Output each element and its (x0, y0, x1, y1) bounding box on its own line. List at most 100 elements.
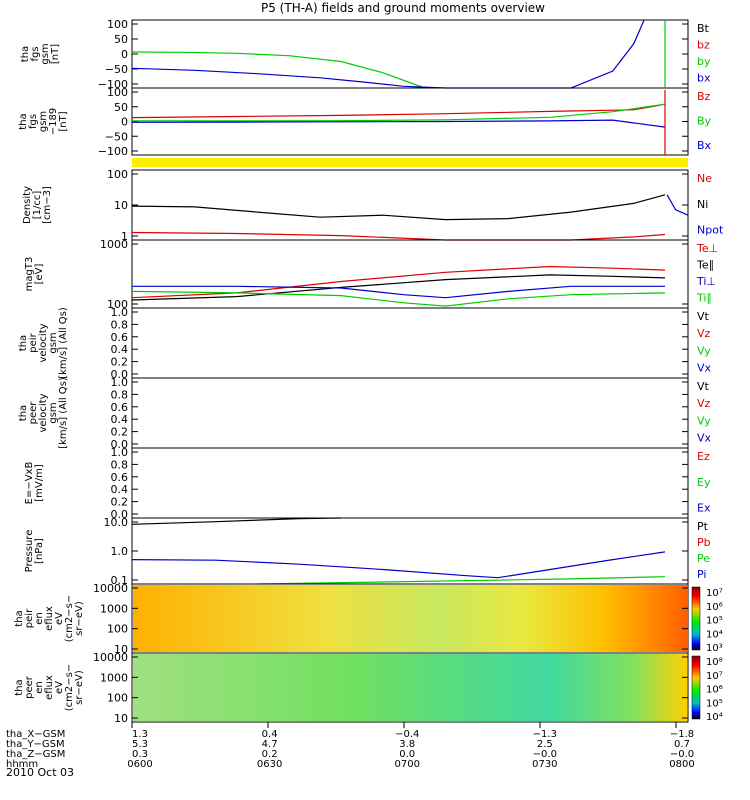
legend-entry-Vx: Vx (697, 432, 712, 445)
series-line-Bz (131, 103, 666, 119)
series-line-by (131, 51, 425, 89)
y-axis-label: eV (54, 681, 65, 694)
y-tick-label: 0.0 (111, 368, 129, 381)
y-tick-label: 0.8 (111, 388, 129, 401)
y-tick-label: 0.2 (111, 426, 129, 439)
legend-entry-bz: bz (697, 39, 710, 52)
y-axis-label: peir (24, 608, 35, 628)
y-tick-label: 10000 (93, 651, 128, 664)
y-axis-label: [km/s] (All Qs) (58, 377, 69, 449)
y-tick-label: 100 (107, 86, 128, 99)
x-tick-label: 0800 (669, 759, 694, 770)
x-tick-label: −0.4 (395, 729, 419, 740)
y-axis-label: tha (14, 679, 25, 695)
colorbar-tick-label: 10⁷ (706, 588, 723, 599)
y-tick-label: −50 (105, 130, 128, 143)
legend-entry-Vz: Vz (697, 327, 711, 340)
y-tick-label: 10 (114, 199, 128, 212)
y-axis-label: en (34, 681, 45, 694)
y-tick-label: 1.0 (111, 545, 129, 558)
panel-pressure: 10.0 1.0 0.1 Pressure [nPa] Pt Pb Pe Pi (24, 516, 711, 587)
panel-temperature: 1000 100 magT3 [eV] Te⊥ Te∥ Ti⊥ Ti∥ (24, 238, 718, 311)
y-tick-label: 100 (107, 298, 128, 311)
panel-frame (131, 377, 689, 449)
legend-entry-by: by (697, 55, 711, 68)
panel-peir_velocity: 1.00.80.60.40.20.0 tha peir velocity gsm [km/… (18, 306, 712, 381)
y-axis-label: eflux (44, 675, 55, 700)
y-tick-label: 1.0 (111, 306, 129, 319)
y-tick-label: 0.8 (111, 318, 129, 331)
panel-peer_spectrogram: 10⁸ 10⁷ 10⁶ 10⁵ 10⁴ 10000 1000 100 10 tha peer en ef… (14, 651, 723, 725)
spectrogram-image (133, 654, 687, 721)
y-tick-label: −100 (98, 78, 128, 91)
legend-entry-Bx: Bx (697, 139, 712, 152)
y-tick-label: 0 (121, 48, 128, 61)
y-tick-label: 1000 (100, 602, 128, 615)
legend-entry-Pb: Pb (697, 536, 711, 549)
legend-entry-Ey: Ey (697, 476, 711, 489)
y-axis-label: tha (18, 335, 29, 351)
series-line-Pe (257, 576, 666, 585)
colorbar-tick-label: 10⁶ (706, 685, 723, 696)
date-label: 2010 Oct 03 (6, 766, 74, 779)
y-axis-label: [cm−3] (42, 186, 53, 224)
series-line-Npot (666, 194, 689, 216)
x-tick-label: −0.0 (670, 749, 694, 760)
x-tick-label: 0630 (257, 759, 282, 770)
y-tick-label: 50 (114, 33, 128, 46)
y-axis-label: fgs (30, 46, 41, 61)
x-tick-label: 0600 (127, 759, 152, 770)
y-tick-label: 0.2 (111, 356, 129, 369)
legend-entry-By: By (697, 114, 712, 127)
panel-peir_spectrogram: 10⁷ 10⁶ 10⁵ 10⁴ 10³ 10000 1000 100 10 tha peir en ef… (14, 582, 723, 656)
legend-entry-Vy: Vy (697, 414, 711, 427)
figure-title: P5 (TH-A) fields and ground moments over… (261, 1, 545, 15)
y-tick-label: 1000 (100, 238, 128, 251)
legend-entry-Bt: Bt (697, 22, 710, 35)
y-axis-label: eV (54, 612, 65, 625)
legend-entry-Vx: Vx (697, 362, 712, 375)
x-tick-label: 0700 (394, 759, 419, 770)
series-line-Pt (131, 517, 342, 525)
legend-entry-Ez: Ez (697, 450, 710, 463)
y-axis-label: [km/s] (All Qs) (58, 307, 69, 379)
y-axis-label: gsm (48, 402, 59, 423)
y-axis-label: velocity (38, 393, 49, 432)
panel-frame (131, 169, 689, 241)
colorbar-tick-label: 10⁴ (706, 629, 723, 640)
legend-entry-Vt: Vt (697, 380, 710, 393)
y-tick-label: 100 (107, 18, 128, 31)
x-tick-label: 5.3 (132, 739, 148, 750)
x-tick-label: −1.3 (533, 729, 557, 740)
y-axis-label: sr−eV) (74, 670, 85, 705)
series-line-Te∥ (131, 274, 666, 301)
x-axis-row-label: tha_Y−GSM (6, 739, 65, 750)
x-tick-label: 0.4 (262, 729, 278, 740)
x-tick-label: 3.8 (399, 739, 415, 750)
legend-entry-Ex: Ex (697, 502, 711, 515)
legend-entry-Pi: Pi (697, 568, 706, 581)
quality-flag-bar (132, 158, 688, 167)
y-axis-label: gsm (38, 111, 49, 132)
y-tick-label: 100 (107, 692, 128, 705)
colorbar-tick-label: 10⁸ (706, 657, 723, 668)
legend-entry-Pe: Pe (697, 552, 710, 565)
x-tick-label: 0.7 (674, 739, 690, 750)
y-axis-label: eflux (44, 606, 55, 631)
y-axis-label: [1/cc] (32, 191, 43, 220)
y-tick-label: 10000 (93, 582, 128, 595)
y-tick-label: −50 (105, 63, 128, 76)
y-axis-label: tha (14, 610, 25, 626)
panel-frame (131, 447, 689, 519)
y-tick-label: 50 (114, 101, 128, 114)
series-line-By (132, 103, 666, 122)
y-tick-label: 0.4 (111, 343, 129, 356)
legend-entry-Te⊥: Te⊥ (696, 242, 718, 255)
legend-entry-Ni: Ni (697, 198, 708, 211)
y-axis-label: en (34, 612, 45, 625)
series-line-Ne (131, 231, 666, 241)
colorbar-tick-label: 10⁵ (706, 698, 723, 709)
